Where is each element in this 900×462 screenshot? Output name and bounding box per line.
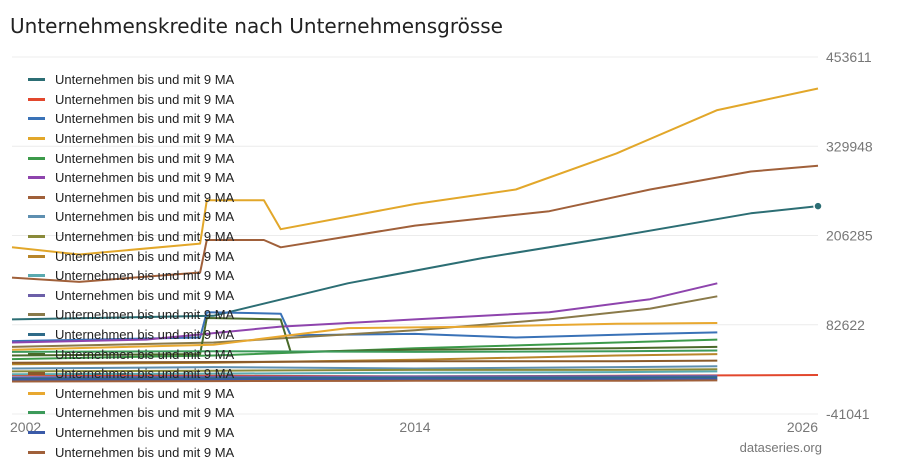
legend-label: Unternehmen bis und mit 9 MA <box>55 268 235 284</box>
legend-item[interactable]: Unternehmen bis und mit 9 MA <box>28 246 288 266</box>
y-tick-label: 82622 <box>826 317 865 333</box>
legend-swatch <box>28 117 45 121</box>
series-line-13 <box>11 295 718 348</box>
legend-label: Unternehmen bis und mit 9 MA <box>55 424 235 440</box>
legend-item[interactable]: Unternehmen bis und mit 9 MA <box>28 403 288 423</box>
legend-label: Unternehmen bis und mit 9 MA <box>55 131 235 147</box>
legend-item[interactable]: Unternehmen bis und mit 9 MA <box>28 227 288 247</box>
legend-item[interactable]: Unternehmen bis und mit 9 MA <box>28 90 288 110</box>
legend-swatch <box>28 235 45 239</box>
x-tick-label: 2026 <box>787 419 818 435</box>
series-line-19 <box>11 378 718 381</box>
legend-label: Unternehmen bis und mit 9 MA <box>55 150 235 166</box>
series-line-6 <box>11 282 718 344</box>
x-tick-label: 2014 <box>399 419 430 435</box>
legend-item[interactable]: Unternehmen bis und mit 9 MA <box>28 442 288 462</box>
legend-item[interactable]: Unternehmen bis und mit 9 MA <box>28 148 288 168</box>
legend-swatch <box>28 372 45 376</box>
legend-item[interactable]: Unternehmen bis und mit 9 MA <box>28 305 288 325</box>
legend-swatch <box>28 156 45 160</box>
chart-title: Unternehmenskredite nach Unternehmensgrö… <box>10 14 503 38</box>
legend-label: Unternehmen bis und mit 9 MA <box>55 229 235 245</box>
y-tick-label: 206285 <box>826 228 873 244</box>
legend-swatch <box>28 137 45 141</box>
legend-label: Unternehmen bis und mit 9 MA <box>55 346 235 362</box>
legend-label: Unternehmen bis und mit 9 MA <box>55 91 235 107</box>
legend-item[interactable]: Unternehmen bis und mit 9 MA <box>28 207 288 227</box>
series-line-18 <box>11 349 718 353</box>
legend-item[interactable]: Unternehmen bis und mit 9 MA <box>28 423 288 443</box>
series-line-9 <box>11 368 718 373</box>
legend-swatch <box>28 195 45 199</box>
legend-label: Unternehmen bis und mit 9 MA <box>55 189 235 205</box>
legend-label: Unternehmen bis und mit 9 MA <box>55 405 235 421</box>
legend-item[interactable]: Unternehmen bis und mit 9 MA <box>28 129 288 149</box>
legend-item[interactable]: Unternehmen bis und mit 9 MA <box>28 384 288 404</box>
series-line-7 <box>11 164 819 283</box>
legend-item[interactable]: Unternehmen bis und mit 9 MA <box>28 188 288 208</box>
y-tick-label: 453611 <box>826 49 872 65</box>
y-tick-label: 329948 <box>826 138 873 154</box>
series-line-1 <box>11 205 819 321</box>
legend-label: Unternehmen bis und mit 9 MA <box>55 327 235 343</box>
series-line-5 <box>11 338 718 361</box>
series-line-20 <box>11 379 718 383</box>
source-label: dataseries.org <box>739 440 822 455</box>
legend-swatch <box>28 450 45 454</box>
legend-swatch <box>28 313 45 317</box>
legend-label: Unternehmen bis und mit 9 MA <box>55 111 235 127</box>
legend-swatch <box>28 215 45 219</box>
legend-label: Unternehmen bis und mit 9 MA <box>55 248 235 264</box>
legend-item[interactable]: Unternehmen bis und mit 9 MA <box>28 109 288 129</box>
legend-label: Unternehmen bis und mit 9 MA <box>55 385 235 401</box>
legend-item[interactable]: Unternehmen bis und mit 9 MA <box>28 286 288 306</box>
legend-item[interactable]: Unternehmen bis und mit 9 MA <box>28 364 288 384</box>
legend-swatch <box>28 254 45 258</box>
legend-swatch <box>28 391 45 395</box>
legend-label: Unternehmen bis und mit 9 MA <box>55 366 235 382</box>
legend-label: Unternehmen bis und mit 9 MA <box>55 72 235 88</box>
legend-swatch <box>28 78 45 82</box>
series-line-14 <box>11 376 718 380</box>
legend-swatch <box>28 430 45 434</box>
series-line-16 <box>11 359 718 364</box>
legend-swatch <box>28 176 45 180</box>
legend-swatch <box>28 293 45 297</box>
legend-swatch <box>28 274 45 278</box>
legend-label: Unternehmen bis und mit 9 MA <box>55 287 235 303</box>
legend-label: Unternehmen bis und mit 9 MA <box>55 307 235 323</box>
legend-swatch <box>28 352 45 356</box>
legend-swatch <box>28 97 45 101</box>
legend-item[interactable]: Unternehmen bis und mit 9 MA <box>28 344 288 364</box>
series-endpoint-marker <box>813 201 823 211</box>
y-tick-label: -41041 <box>826 406 870 422</box>
legend-label: Unternehmen bis und mit 9 MA <box>55 170 235 186</box>
legend-label: Unternehmen bis und mit 9 MA <box>55 444 235 460</box>
series-line-8 <box>11 365 718 370</box>
series-line-12 <box>11 374 718 379</box>
legend-item[interactable]: Unternehmen bis und mit 9 MA <box>28 70 288 90</box>
legend-label: Unternehmen bis und mit 9 MA <box>55 209 235 225</box>
series-line-17 <box>11 322 718 351</box>
legend: Unternehmen bis und mit 9 MA Unternehmen … <box>28 70 288 462</box>
legend-swatch <box>28 411 45 415</box>
legend-item[interactable]: Unternehmen bis und mit 9 MA <box>28 325 288 345</box>
legend-item[interactable]: Unternehmen bis und mit 9 MA <box>28 266 288 286</box>
legend-item[interactable]: Unternehmen bis und mit 9 MA <box>28 168 288 188</box>
series-line-4 <box>11 87 819 256</box>
legend-swatch <box>28 333 45 337</box>
series-line-11 <box>11 370 718 376</box>
